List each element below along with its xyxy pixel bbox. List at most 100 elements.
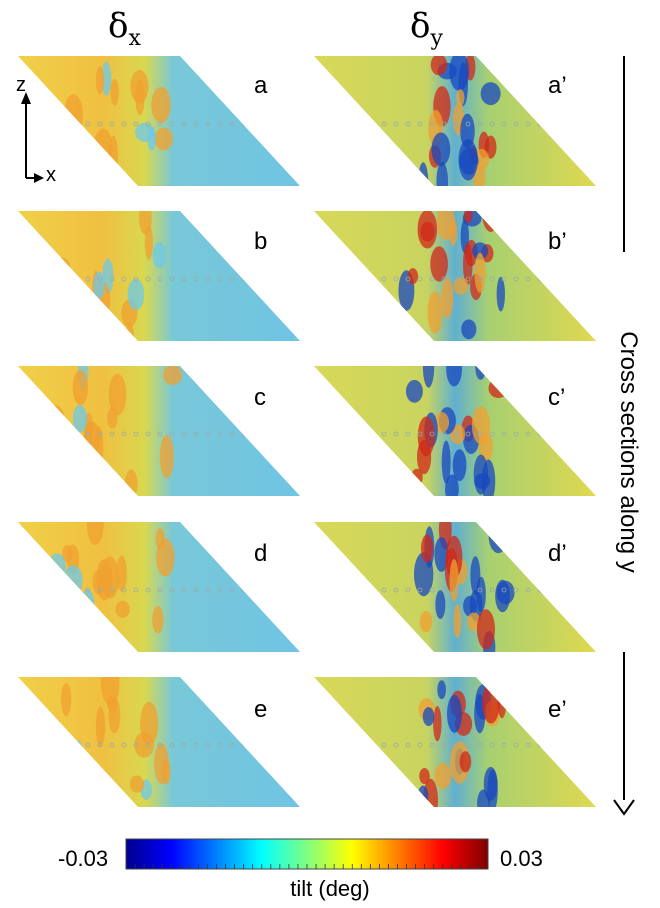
guide-dot (513, 742, 519, 748)
guide-dot (525, 431, 531, 437)
guide-dot (85, 276, 91, 282)
heatmap-blob (156, 538, 175, 577)
heatmap-blob (445, 474, 459, 496)
guide-dot (97, 121, 103, 127)
guide-dot (453, 121, 459, 127)
guide-dot (109, 121, 115, 127)
heatmap-blob (437, 680, 446, 700)
panel-dx-3 (18, 366, 300, 496)
colorbar-max-label: 0.03 (500, 846, 543, 871)
guide-dot (85, 121, 91, 127)
colorbar (125, 838, 489, 870)
heatmap-blob (108, 373, 127, 416)
guide-dot (121, 276, 127, 282)
guide-dot (501, 587, 507, 593)
guide-dot (169, 587, 175, 593)
heatmap-blob (95, 164, 106, 186)
heatmap-blob (419, 610, 433, 633)
guide-dot (133, 121, 139, 127)
heatmap-blob (446, 366, 462, 387)
guide-dot (157, 121, 163, 127)
guide-dot (405, 276, 411, 282)
heatmap-blob (80, 588, 95, 622)
heatmap-blob (100, 677, 120, 706)
heatmap-blob (472, 242, 489, 260)
guide-dot (193, 431, 199, 437)
guide-dot (489, 276, 495, 282)
guide-dot (477, 431, 483, 437)
heatmap-blob (422, 366, 435, 388)
axes-inset (21, 92, 44, 183)
heatmap-blob (129, 775, 145, 793)
heatmap-blob (419, 768, 430, 785)
heatmap-blob (488, 378, 509, 399)
guide-dot (181, 431, 187, 437)
guide-dot (85, 431, 91, 437)
guide-dot (217, 431, 223, 437)
guide-dot (181, 742, 187, 748)
heatmap-blob (51, 257, 71, 278)
heatmap-blob (140, 701, 159, 746)
x-axis-label: x (46, 164, 56, 186)
heatmap-blob (487, 769, 498, 807)
heatmap-blob (447, 694, 462, 733)
guide-dot (193, 587, 199, 593)
heatmap-blob (430, 246, 448, 282)
heatmap-blob (124, 469, 138, 496)
guide-dot (525, 587, 531, 593)
heatmap-blob (496, 580, 515, 605)
guide-dot (393, 276, 399, 282)
heatmap-blob (473, 163, 486, 186)
heatmap-blob (417, 416, 435, 457)
guide-dot (145, 742, 151, 748)
heatmap-blob (435, 590, 446, 619)
heatmap-blob (44, 404, 65, 432)
guide-dot (169, 276, 175, 282)
side-label-cross-sections: Cross sections along y (614, 252, 642, 652)
panel-label-e-prime: e’ (548, 696, 567, 723)
guide-dot (429, 431, 435, 437)
guide-dot (381, 276, 387, 282)
guide-dot (477, 121, 483, 127)
guide-dot (465, 276, 471, 282)
guide-dot (489, 587, 495, 593)
guide-dot (417, 431, 423, 437)
guide-dot (145, 121, 151, 127)
heatmap-blob (420, 221, 435, 242)
guide-dot (121, 431, 127, 437)
heatmap-blob (463, 243, 473, 286)
heatmap-blob (463, 211, 473, 223)
heatmap-blob (422, 778, 438, 807)
guide-dot (229, 587, 235, 593)
heatmap-blob (474, 252, 486, 293)
guide-dot (109, 431, 115, 437)
heatmap-blob (449, 559, 459, 602)
guide-dot (169, 431, 175, 437)
heatmap-blob (427, 291, 443, 334)
panel-dy-2 (314, 211, 596, 341)
guide-dot (85, 742, 91, 748)
panel-dx-2 (18, 211, 300, 341)
heatmap-blob (116, 555, 127, 592)
heatmap-blob (405, 379, 423, 403)
heatmap-blob (74, 762, 84, 802)
guide-dot (205, 121, 211, 127)
guide-dot (441, 276, 447, 282)
heatmap-blob (159, 435, 174, 479)
heatmap-blob (60, 683, 72, 716)
guide-dot (465, 742, 471, 748)
guide-dot (477, 587, 483, 593)
guide-dot (145, 276, 151, 282)
guide-dot (217, 742, 223, 748)
guide-dot (441, 431, 447, 437)
guide-dot (381, 121, 387, 127)
heatmap-blob (95, 66, 105, 95)
heatmap-blob (110, 78, 119, 106)
panel-label-b: b (254, 228, 268, 255)
guide-dot (229, 431, 235, 437)
heatmap-blob (152, 241, 167, 269)
guide-dot (501, 121, 507, 127)
heatmap-blob (417, 785, 429, 807)
guide-dot (145, 431, 151, 437)
